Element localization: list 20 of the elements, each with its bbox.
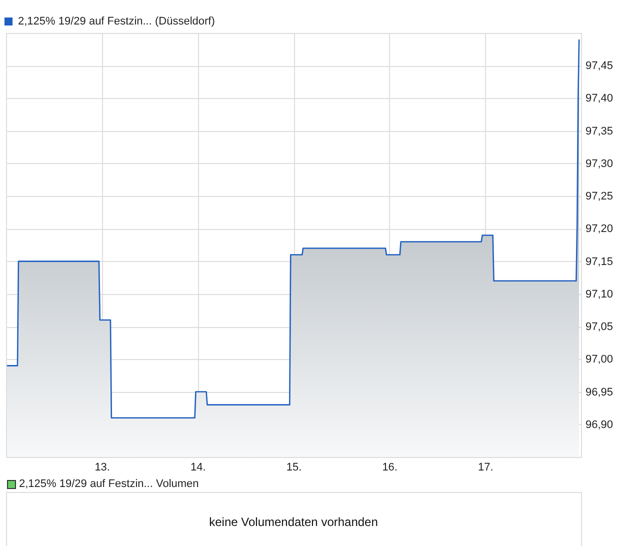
text: keine Volumendaten vorhanden [209,515,378,529]
y-tick-label: 97,45 [586,60,614,72]
y-tick-label: 97,05 [586,321,614,334]
y-tick-label: 96,95 [586,386,614,398]
y-tick-label: 97,20 [586,223,614,236]
y-tick-label: 97,30 [586,158,614,170]
x-tick-label: 14. [190,462,206,474]
y-tick-label: 97,15 [586,256,614,268]
y-tick-label: 97,35 [586,125,614,138]
x-tick-label: 15. [286,462,302,474]
x-tick-label: 13. [94,462,110,474]
text: 2,125% 19/29 auf Festzin... Volumen [19,478,199,490]
legend-label: 2,125% 19/29 auf Festzin... (Düsseldorf) [18,16,215,28]
x-tick-label: 16. [382,462,398,474]
x-tick-label: 17. [478,462,494,474]
y-tick-label: 97,25 [586,190,614,203]
y-tick-label: 97,00 [586,354,614,366]
y-tick-label: 97,10 [586,288,614,300]
y-tick-label: 96,90 [586,418,614,431]
y-tick-label: 97,40 [586,92,614,105]
